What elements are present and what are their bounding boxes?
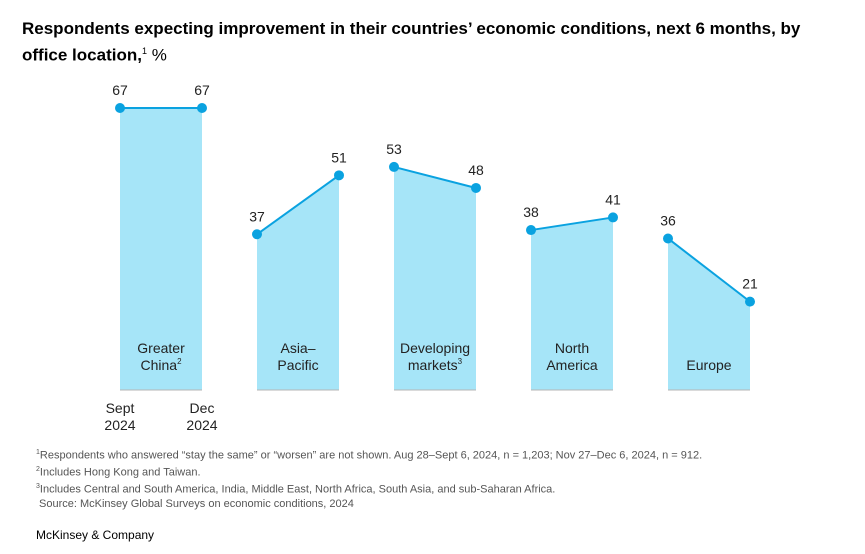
point-north-america-dec (608, 212, 618, 223)
category-label-developing-markets: Developing markets3 (400, 340, 470, 373)
category-label-greater-china: Greater China2 (137, 340, 185, 373)
data-label-north-america-sept: 38 (523, 204, 539, 220)
x-tick-label-0: Sept 2024 (104, 400, 135, 433)
footnote-1: 1Respondents who answered “stay the same… (36, 446, 836, 463)
data-label-asia-pacific-dec: 51 (331, 149, 347, 165)
point-europe-sept (663, 233, 673, 244)
series-line-europe (667, 237, 751, 303)
data-label-europe-dec: 21 (742, 276, 758, 292)
brand-logo-text: McKinsey & Company (36, 528, 155, 542)
category-label-asia-pacific: Asia– Pacific (277, 340, 318, 373)
chart-plot: 67 67 Greater China2 37 51 Asia– Pacific 53 48 Dev… (104, 82, 758, 433)
data-label-developing-markets-dec: 48 (468, 162, 484, 178)
title-footnote-marker: 1 (141, 46, 147, 56)
point-north-america-sept (526, 225, 536, 236)
area-developing-markets (394, 166, 476, 390)
footnote-2-marker: 2 (36, 466, 40, 474)
footnote-2-text: Includes Hong Kong and Taiwan. (39, 466, 201, 479)
title-unit: % (146, 45, 167, 65)
area-europe (668, 238, 750, 390)
area-greater-china (120, 108, 202, 390)
category-label-north-america: North America (546, 340, 598, 373)
data-label-europe-sept: 36 (660, 212, 676, 228)
footnote-1-text: Respondents who answered “stay the same”… (39, 449, 703, 462)
chart-title-text: Respondents expecting improvement in the… (22, 19, 801, 65)
data-label-greater-china-sept: 67 (112, 82, 128, 98)
data-label-greater-china-dec: 67 (194, 82, 210, 98)
area-north-america (531, 217, 613, 390)
chart-title: Respondents expecting improvement in the… (22, 18, 842, 67)
series-line-north-america (530, 216, 614, 232)
category-label-europe: Europe (686, 357, 731, 373)
source-note: Source: McKinsey Global Surveys on econo… (39, 498, 354, 511)
series-line-asia-pacific (256, 174, 340, 236)
point-developing-markets-dec (471, 182, 481, 193)
footnote-3-text: Includes Central and South America, Indi… (39, 483, 556, 496)
x-tick-label-1: Dec 2024 (186, 400, 217, 433)
point-greater-china-sept (115, 103, 125, 113)
point-europe-dec (745, 296, 755, 307)
point-asia-pacific-sept (252, 229, 262, 240)
point-asia-pacific-dec (334, 170, 344, 181)
footnotes: 1Respondents who answered “stay the same… (36, 446, 836, 512)
data-label-asia-pacific-sept: 37 (249, 208, 265, 224)
footnote-1-marker: 1 (36, 449, 40, 456)
footnote-3-marker: 3 (36, 483, 40, 491)
data-label-north-america-dec: 41 (605, 191, 621, 207)
point-greater-china-dec (197, 103, 207, 113)
data-label-developing-markets-sept: 53 (386, 141, 402, 157)
footnote-2: 2Includes Hong Kong and Taiwan. (36, 463, 836, 480)
point-developing-markets-sept (389, 161, 399, 172)
area-asia-pacific (257, 175, 339, 390)
footnote-3: 3Includes Central and South America, Ind… (36, 480, 836, 497)
series-line-developing-markets (393, 165, 477, 189)
